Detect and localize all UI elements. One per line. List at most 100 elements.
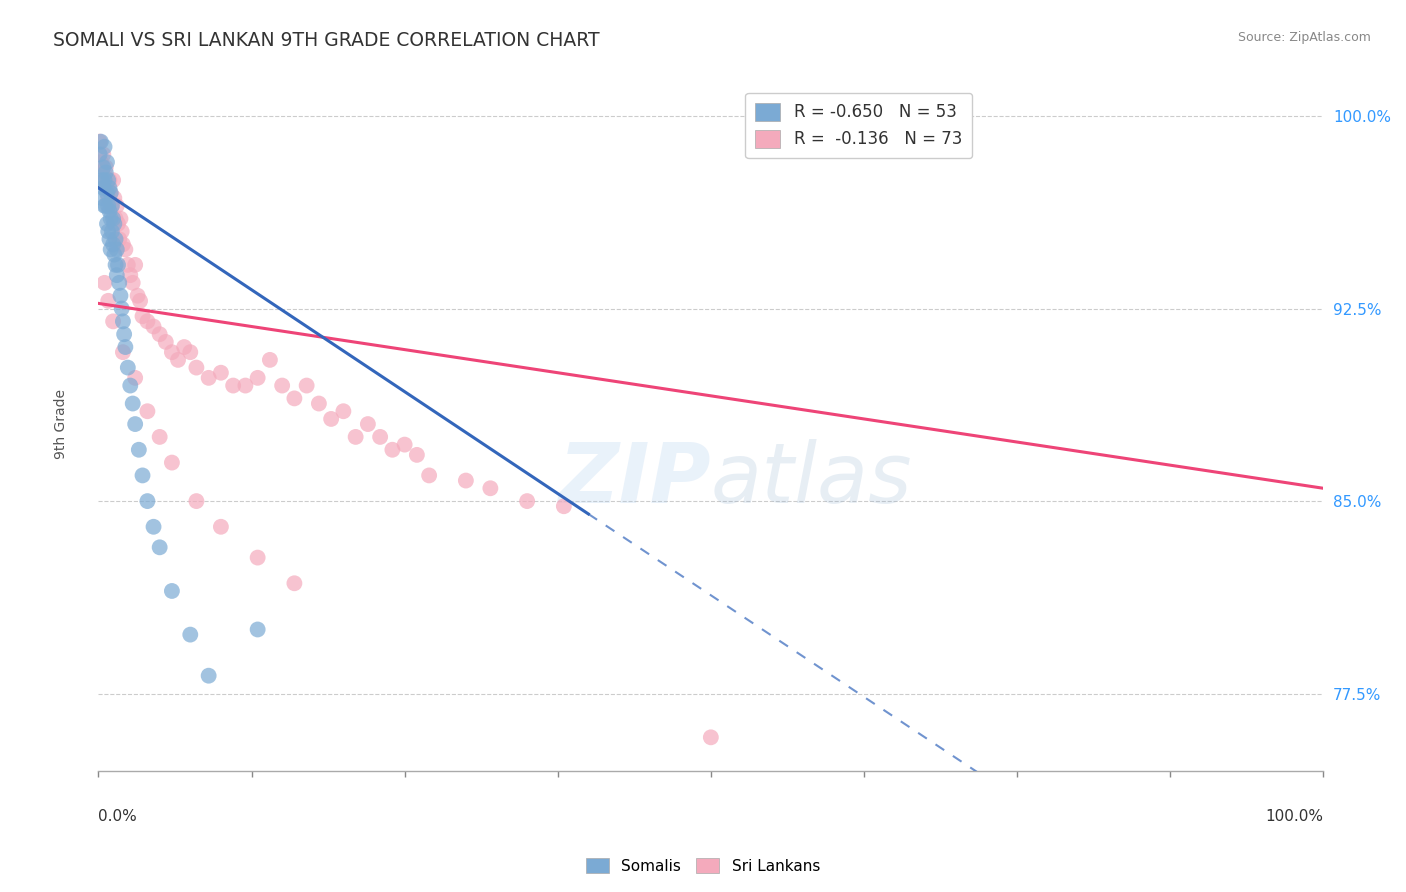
Point (100, 211, 122, 226)
Point (120, 268, 142, 282)
Point (271, 378, 294, 392)
Point (93, 199, 115, 213)
Point (117, 360, 139, 375)
Point (167, 352, 190, 367)
Point (259, 352, 281, 367)
Point (110, 211, 132, 226)
Point (129, 293, 152, 308)
Point (94, 199, 117, 213)
Point (91, 191, 114, 205)
Point (107, 258, 129, 272)
Point (96, 186, 118, 200)
Point (98, 181, 121, 195)
Point (120, 378, 142, 392)
Point (91, 165, 114, 179)
Point (100, 186, 122, 200)
Point (98, 203, 121, 218)
Point (127, 288, 149, 302)
Point (121, 396, 143, 410)
Point (96, 217, 118, 231)
Point (283, 392, 305, 406)
Point (101, 173, 124, 187)
Point (179, 627, 201, 641)
Point (160, 456, 183, 470)
Point (186, 494, 208, 508)
Point (105, 199, 128, 213)
Point (114, 340, 136, 354)
Point (100, 186, 122, 200)
Point (93, 140, 115, 154)
Point (97, 173, 120, 187)
Point (283, 576, 305, 591)
Point (124, 258, 146, 272)
Point (149, 327, 172, 342)
Point (149, 430, 172, 444)
Point (179, 345, 201, 359)
Point (332, 404, 354, 418)
Point (121, 276, 143, 290)
Point (97, 199, 120, 213)
Point (128, 442, 150, 457)
Point (308, 396, 330, 410)
Point (114, 243, 136, 257)
Point (104, 258, 127, 272)
Point (246, 371, 269, 385)
Point (94, 165, 117, 179)
Point (117, 258, 139, 272)
Point (90, 155, 112, 169)
Point (344, 430, 367, 444)
Point (101, 211, 124, 226)
Point (553, 500, 575, 514)
Legend: Somalis, Sri Lankans: Somalis, Sri Lankans (581, 852, 825, 880)
Point (111, 314, 134, 328)
Point (516, 494, 538, 508)
Point (479, 481, 502, 495)
Point (101, 199, 124, 213)
Point (89, 135, 111, 149)
Point (418, 468, 440, 483)
Point (368, 430, 391, 444)
Point (91, 147, 114, 161)
Point (90, 135, 112, 149)
Point (100, 243, 122, 257)
Legend: R = -0.650   N = 53, R =  -0.136   N = 73: R = -0.650 N = 53, R = -0.136 N = 73 (745, 93, 972, 159)
Point (107, 217, 129, 231)
Point (173, 340, 195, 354)
Point (105, 268, 128, 282)
Point (91, 161, 114, 175)
Point (89, 147, 111, 161)
Point (160, 345, 183, 359)
Point (93, 173, 115, 187)
Point (295, 378, 318, 392)
Text: 0.0%: 0.0% (98, 809, 138, 824)
Point (104, 232, 127, 246)
Point (357, 417, 380, 431)
Point (131, 310, 153, 324)
Point (142, 520, 165, 534)
Point (98, 232, 121, 246)
Point (103, 217, 125, 231)
Point (91, 173, 114, 187)
Point (124, 417, 146, 431)
Text: 9th Grade: 9th Grade (53, 389, 67, 459)
Point (160, 584, 183, 599)
Point (136, 404, 159, 418)
Point (321, 412, 343, 426)
Point (197, 669, 219, 683)
Point (98, 173, 121, 187)
Text: atlas: atlas (711, 439, 912, 520)
Point (101, 199, 124, 213)
Point (110, 288, 132, 302)
Point (700, 731, 723, 745)
Point (105, 243, 128, 257)
Point (94, 161, 117, 175)
Point (235, 378, 257, 392)
Point (406, 448, 429, 462)
Point (93, 276, 115, 290)
Point (97, 225, 120, 239)
Point (97, 191, 120, 205)
Point (111, 225, 134, 239)
Point (209, 520, 232, 534)
Point (97, 293, 120, 308)
Point (136, 314, 159, 328)
